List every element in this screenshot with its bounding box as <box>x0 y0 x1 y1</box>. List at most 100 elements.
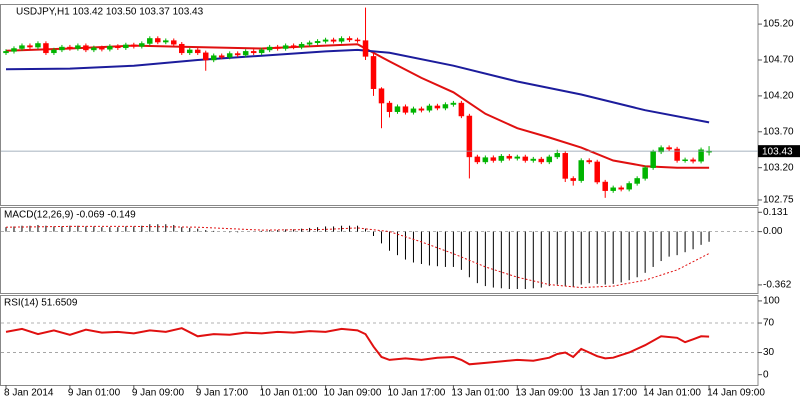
x-tick-label: 13 Jan 09:00 <box>515 388 573 399</box>
candle-body <box>234 53 241 56</box>
candle-body <box>538 158 545 163</box>
candle-body <box>274 46 281 49</box>
x-tick-label: 8 Jan 2014 <box>4 388 54 399</box>
candle-body <box>83 45 89 51</box>
candle-body <box>202 52 209 61</box>
candle-body <box>562 153 569 179</box>
candle-body <box>482 157 489 163</box>
candle-body <box>306 42 313 45</box>
candle-body <box>658 147 664 153</box>
x-tick-label: 14 Jan 01:00 <box>643 388 701 399</box>
candle-body <box>450 102 457 105</box>
candle-body <box>290 45 297 48</box>
y-tick-label: 0 <box>763 369 769 380</box>
candle-body <box>370 56 377 89</box>
last-price-label: 103.43 <box>762 146 793 157</box>
x-tick-label: 9 Jan 09:00 <box>132 388 185 399</box>
x-tick-label: 13 Jan 17:00 <box>579 388 637 399</box>
candle-body <box>586 160 592 163</box>
candle-body <box>554 153 561 158</box>
y-tick-label: 0.131 <box>763 207 788 218</box>
candle-body <box>666 147 672 150</box>
candle-body <box>75 45 81 49</box>
candle-body <box>35 43 41 48</box>
y-tick-label: 103.20 <box>763 162 794 173</box>
candle-body <box>626 183 632 190</box>
candle-body <box>650 151 656 168</box>
y-tick-label: 104.70 <box>763 55 794 66</box>
candle-body <box>362 40 369 57</box>
candle-body <box>131 44 137 47</box>
candle-body <box>602 181 608 191</box>
candle-body <box>570 178 576 181</box>
indicator-line <box>5 225 710 289</box>
candle-body <box>354 39 361 42</box>
y-tick-label: 0.00 <box>763 226 783 237</box>
candle-body <box>210 55 217 61</box>
candle-body <box>59 46 65 51</box>
y-tick-label: -0.362 <box>763 280 792 291</box>
candle-body <box>514 156 521 159</box>
candle-body <box>490 157 497 161</box>
candle-body <box>51 49 57 54</box>
candle-body <box>346 38 353 41</box>
candle-body <box>242 51 249 56</box>
candle-body <box>506 155 513 159</box>
candle-body <box>386 102 393 112</box>
candle-body <box>11 48 17 52</box>
candle-body <box>322 39 329 42</box>
candle-body <box>314 41 321 44</box>
candle-body <box>402 106 409 113</box>
candle-body <box>258 49 265 54</box>
x-tick-label: 10 Jan 01:00 <box>260 388 318 399</box>
candle-body <box>19 45 25 49</box>
indicator-line <box>5 327 710 366</box>
candle-body <box>674 148 680 161</box>
last-price-box <box>758 145 800 158</box>
candle-body <box>522 156 529 161</box>
candle-body <box>434 105 441 109</box>
candle-body <box>194 49 201 54</box>
candle-body <box>155 38 161 43</box>
candle-body <box>618 187 624 190</box>
y-tick-label: 105.20 <box>763 19 794 30</box>
panel-title: RSI(14) 51.6509 <box>4 298 78 309</box>
candle-body <box>578 160 584 181</box>
candle-body <box>27 45 33 48</box>
candle-body <box>458 102 465 117</box>
candle-body <box>107 46 113 50</box>
y-tick-label: 70 <box>763 318 775 329</box>
candle-body <box>99 47 105 50</box>
x-tick-label: 10 Jan 17:00 <box>387 388 445 399</box>
y-tick-label: 102.75 <box>763 195 794 206</box>
candle-body <box>171 40 177 45</box>
y-tick-label: 103.70 <box>763 126 794 137</box>
candle-body <box>546 156 553 163</box>
candle-body <box>218 55 225 58</box>
indicator-line <box>5 43 710 169</box>
candle-body <box>426 105 433 111</box>
candle-body <box>67 46 73 49</box>
panel-title: USDJPY,H1 103.42 103.50 103.37 103.43 <box>16 7 204 18</box>
candle-body <box>179 43 185 54</box>
candle-body <box>642 167 648 179</box>
candle-body <box>330 39 337 42</box>
candle-body <box>698 149 704 162</box>
candle-body <box>474 156 481 163</box>
candle-body <box>634 178 640 184</box>
candle-body <box>187 49 193 54</box>
y-tick-label: 30 <box>763 347 775 358</box>
candle-body <box>442 104 449 109</box>
y-tick-label: 100 <box>763 296 780 307</box>
panel-title: MACD(12,26,9) -0.069 -0.149 <box>4 210 136 221</box>
candle-body <box>690 159 696 162</box>
x-tick-label: 9 Jan 17:00 <box>196 388 249 399</box>
candle-body <box>3 51 9 54</box>
y-tick-label: 104.20 <box>763 91 794 102</box>
x-tick-label: 14 Jan 09:00 <box>707 388 765 399</box>
candle-body <box>115 46 121 49</box>
x-tick-label: 10 Jan 09:00 <box>324 388 382 399</box>
candle-body <box>147 38 153 44</box>
candle-body <box>123 44 129 49</box>
